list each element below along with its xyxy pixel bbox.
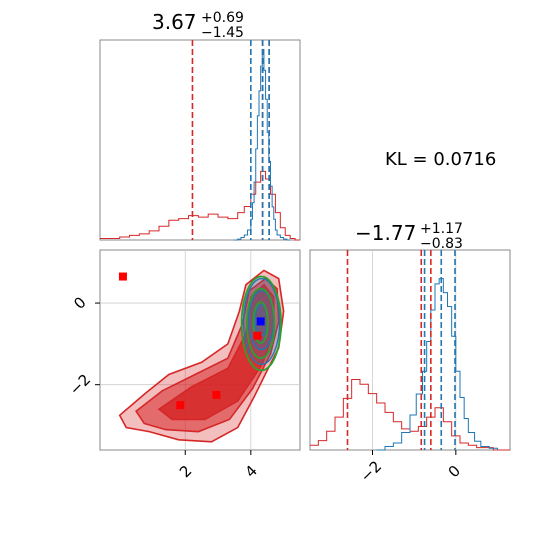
joint-x-tick-label: 4 bbox=[242, 462, 261, 481]
joint-x-tick-label: 2 bbox=[176, 462, 195, 481]
red-square-marker bbox=[118, 272, 127, 281]
red-square-marker bbox=[176, 401, 185, 410]
red-square-marker bbox=[212, 390, 221, 399]
param2-panel-frame bbox=[309, 249, 511, 451]
param1-title-minus: −1.45 bbox=[201, 25, 244, 41]
kl-annotation: KL = 0.0716 bbox=[385, 149, 496, 170]
blue-square-marker bbox=[256, 317, 265, 326]
red-square-marker bbox=[253, 331, 262, 340]
param2-x-tick-label: 0 bbox=[445, 462, 464, 481]
joint-y-tick-label: 0 bbox=[70, 293, 89, 312]
param1-title-plus: +0.69 bbox=[201, 10, 244, 26]
green-density-contour bbox=[240, 275, 282, 372]
green-density-contour bbox=[252, 301, 269, 344]
param1-red-histogram bbox=[100, 170, 300, 241]
joint-y-tick-label: −2 bbox=[66, 371, 94, 399]
joint-density-panel: 2 4 −2 0 bbox=[66, 249, 301, 481]
param2-title: −1.77 bbox=[355, 221, 416, 245]
param2-title-plus: +1.17 bbox=[420, 221, 463, 237]
param1-histogram-panel bbox=[99, 39, 301, 241]
param1-panel-frame bbox=[99, 39, 301, 241]
param2-title-minus: −0.83 bbox=[420, 236, 463, 252]
param2-blue-histogram bbox=[376, 278, 498, 451]
param1-title: 3.67 bbox=[152, 10, 197, 34]
param1-title-value: 3.67 bbox=[152, 10, 197, 34]
param2-red-histogram bbox=[310, 379, 510, 451]
red-density-contour-inner bbox=[157, 283, 275, 421]
param2-x-tick-label: −2 bbox=[357, 457, 385, 485]
param2-histogram-panel: −2 0 bbox=[309, 249, 511, 486]
green-density-contour bbox=[245, 287, 276, 360]
